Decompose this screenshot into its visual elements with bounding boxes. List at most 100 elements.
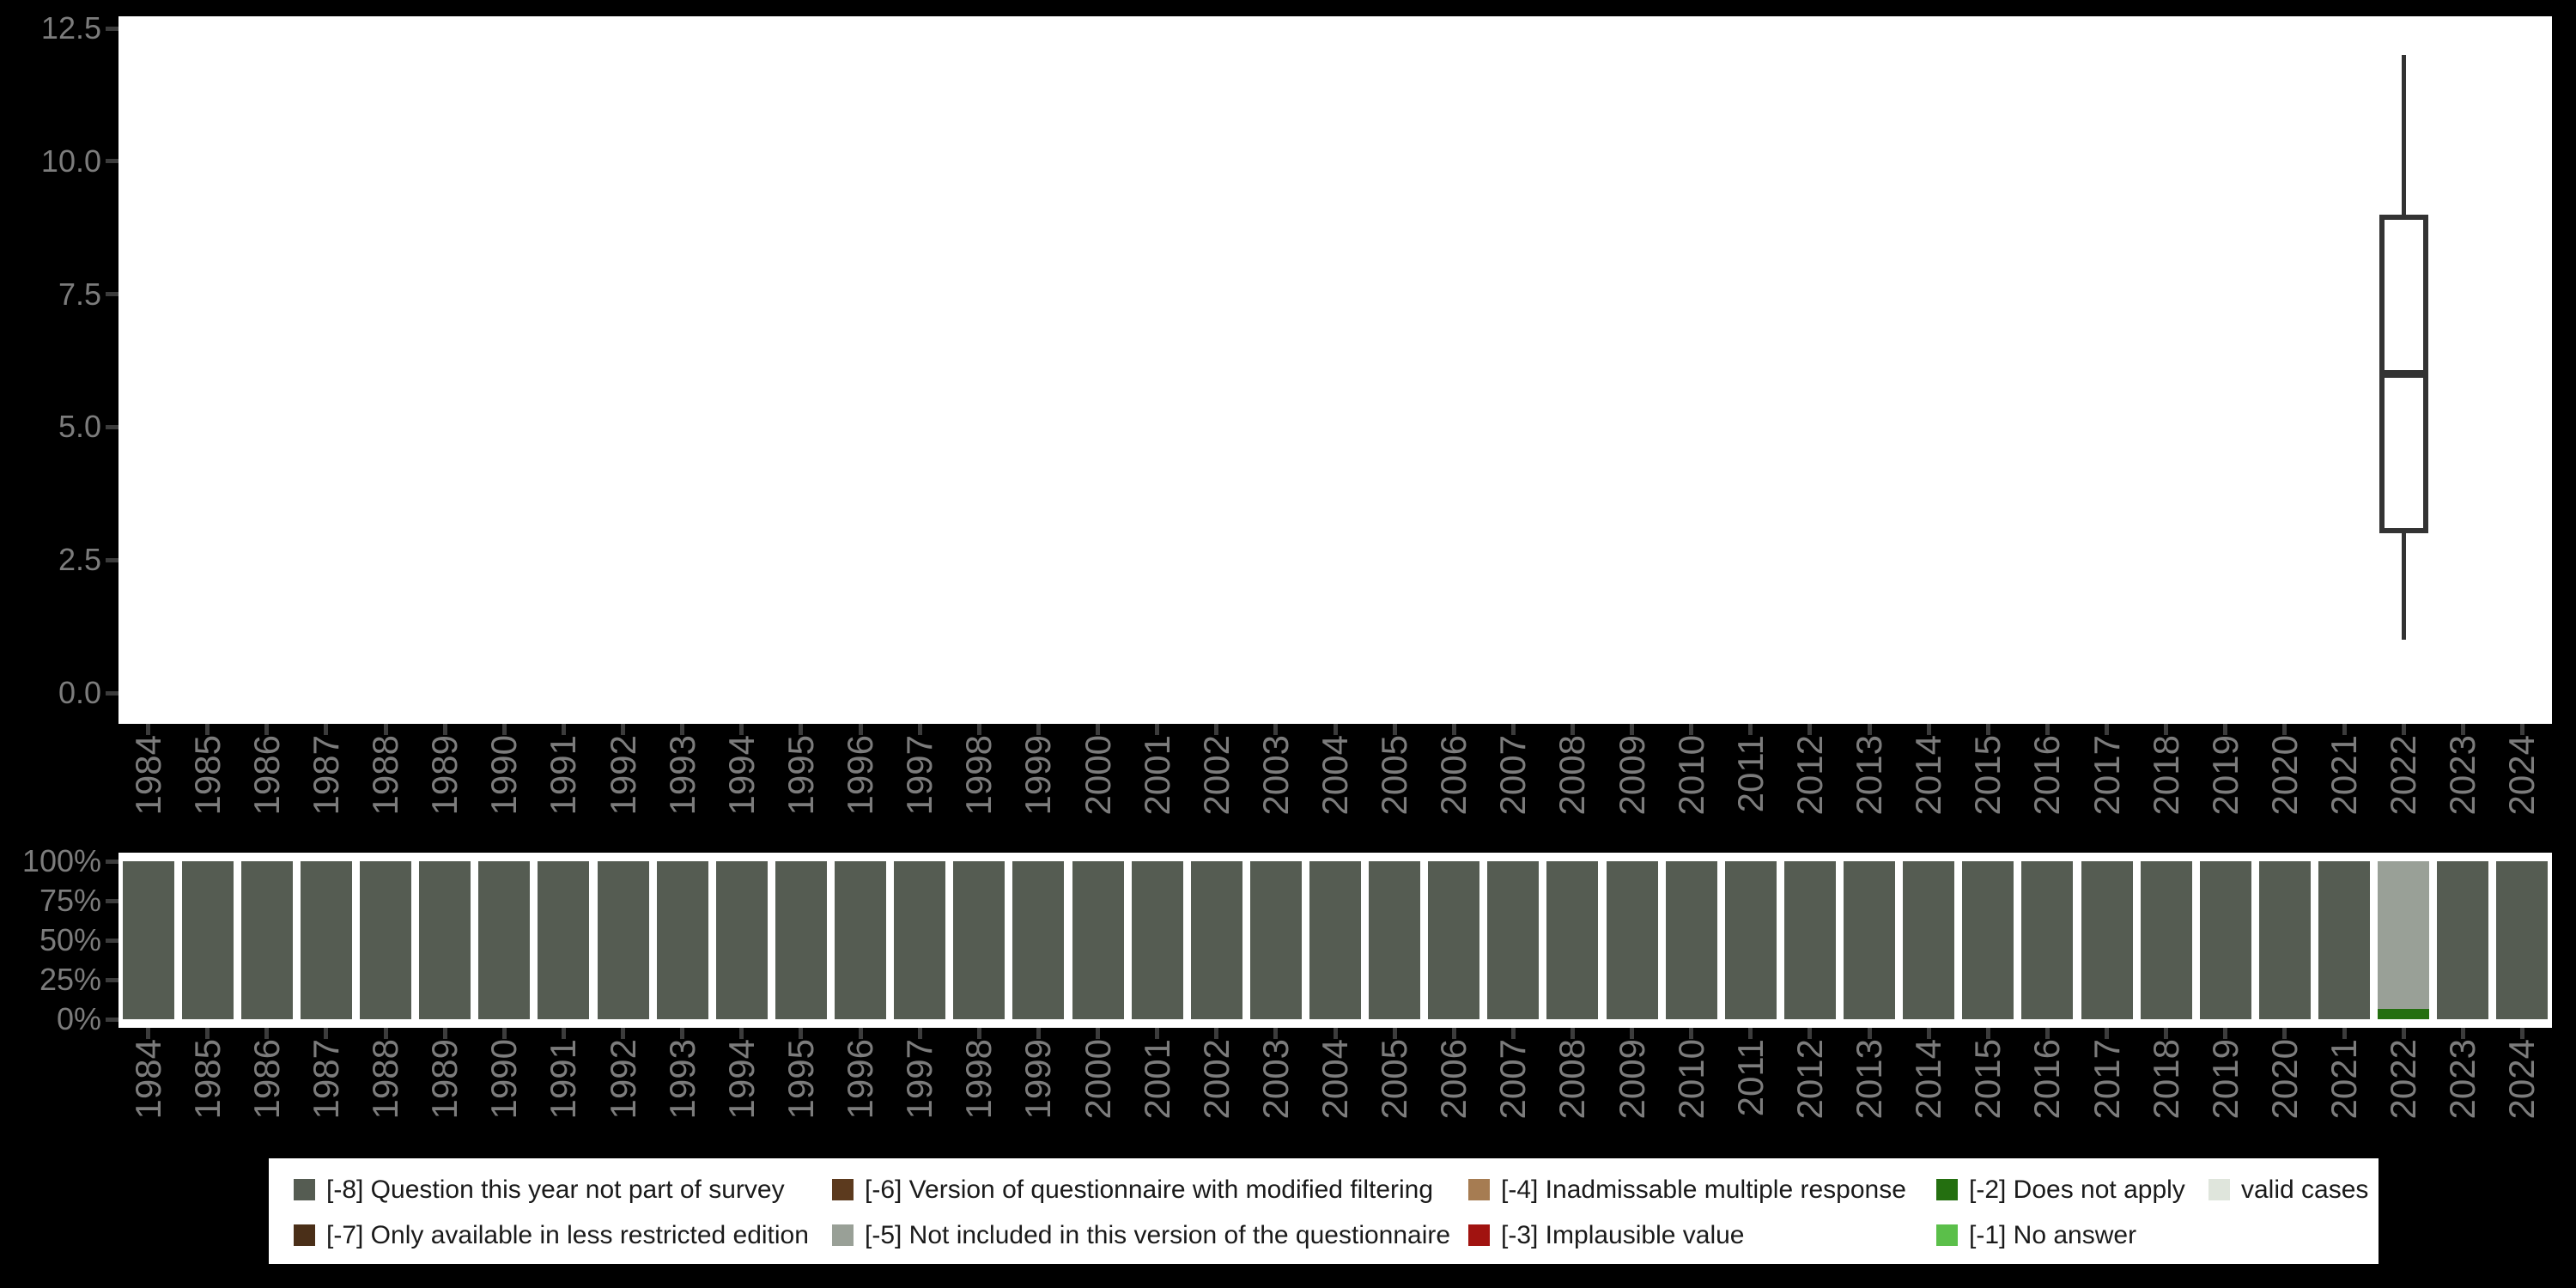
stacked-bar-1997 bbox=[894, 861, 946, 1019]
boxplot-x-year-label: 1993 bbox=[661, 735, 702, 816]
legend-swatch-valid bbox=[2208, 1179, 2230, 1200]
bar-segment--2 bbox=[2378, 1009, 2430, 1019]
boxplot-x-tick-mark bbox=[1392, 724, 1397, 735]
bar-chart-x-tick-mark bbox=[2105, 1028, 2110, 1039]
boxplot-x-tick-mark bbox=[1985, 724, 1990, 735]
stacked-bar-2023 bbox=[2437, 861, 2489, 1019]
bar-segment--8 bbox=[1131, 861, 1183, 1019]
bar-segment--8 bbox=[1606, 861, 1658, 1019]
bar-chart-x-tick-mark bbox=[442, 1028, 447, 1039]
bar-chart-x-tick-mark bbox=[1807, 1028, 1813, 1039]
boxplot-x-year-label: 1994 bbox=[720, 735, 762, 816]
stacked-bar-2018 bbox=[2140, 861, 2192, 1019]
stacked-bar-1998 bbox=[953, 861, 1005, 1019]
bar-chart-x-tick-mark bbox=[1451, 1028, 1456, 1039]
stacked-bar-1991 bbox=[538, 861, 590, 1019]
boxplot-x-tick-mark bbox=[501, 724, 507, 735]
boxplot-x-year-label: 2019 bbox=[2204, 735, 2245, 816]
bar-segment--8 bbox=[1962, 861, 2014, 1019]
boxplot-x-year-label: 2004 bbox=[1315, 735, 1355, 816]
bar-chart-x-tick-mark bbox=[2282, 1028, 2287, 1039]
bar-chart-x-tick-mark bbox=[1985, 1028, 1990, 1039]
boxplot-y-tick-mark bbox=[106, 690, 118, 696]
boxplot-x-tick-mark bbox=[264, 724, 270, 735]
boxplot-y-tick-label: 10.0 bbox=[40, 143, 101, 179]
boxplot-x-year-label: 2012 bbox=[1789, 735, 1830, 816]
boxplot-x-tick-mark bbox=[1155, 724, 1160, 735]
bar-chart-x-tick-mark bbox=[1155, 1028, 1160, 1039]
boxplot-upper-whisker bbox=[2401, 54, 2406, 215]
bar-segment--8 bbox=[1309, 861, 1361, 1019]
bar-chart-x-year-label: 2013 bbox=[1849, 1039, 1890, 1120]
boxplot-lower-whisker bbox=[2401, 533, 2406, 641]
boxplot-x-tick-mark bbox=[739, 724, 744, 735]
boxplot-x-tick-mark bbox=[324, 724, 329, 735]
bar-chart-x-year-label: 1999 bbox=[1018, 1039, 1059, 1120]
bar-chart-x-year-label: 1996 bbox=[840, 1039, 881, 1120]
stacked-bar-2002 bbox=[1190, 861, 1242, 1019]
boxplot-x-year-label: 2005 bbox=[1374, 735, 1415, 816]
boxplot-x-tick-mark bbox=[2223, 724, 2228, 735]
bar-chart-y-tick-mark bbox=[106, 938, 118, 943]
boxplot-x-year-label: 2023 bbox=[2442, 735, 2483, 816]
bar-segment--8 bbox=[360, 861, 412, 1019]
boxplot-x-year-label: 2020 bbox=[2263, 735, 2305, 816]
stacked-bar-2009 bbox=[1606, 861, 1658, 1019]
boxplot-x-tick-mark bbox=[2460, 724, 2465, 735]
bar-chart-x-year-label: 1997 bbox=[899, 1039, 940, 1120]
bar-chart-x-year-label: 2008 bbox=[1552, 1039, 1593, 1120]
boxplot-x-tick-mark bbox=[1451, 724, 1456, 735]
boxplot-x-year-label: 2015 bbox=[1967, 735, 2008, 816]
bar-segment--8 bbox=[538, 861, 590, 1019]
bar-chart-x-tick-mark bbox=[1689, 1028, 1694, 1039]
stacked-bar-1996 bbox=[835, 861, 887, 1019]
boxplot-x-year-label: 1988 bbox=[365, 735, 406, 816]
stacked-bar-2001 bbox=[1131, 861, 1183, 1019]
bar-chart-y-tick-label: 50% bbox=[39, 922, 101, 957]
boxplot-x-tick-mark bbox=[976, 724, 981, 735]
boxplot-x-tick-mark bbox=[917, 724, 922, 735]
bar-chart-x-tick-mark bbox=[1273, 1028, 1279, 1039]
stacked-bar-1992 bbox=[597, 861, 649, 1019]
bar-chart-y-tick-mark bbox=[106, 977, 118, 982]
bar-chart-x-year-label: 1993 bbox=[661, 1039, 702, 1120]
bar-chart-x-year-label: 2007 bbox=[1492, 1039, 1534, 1120]
boxplot-x-year-label: 2007 bbox=[1492, 735, 1534, 816]
boxplot-y-tick-mark bbox=[106, 557, 118, 562]
bar-chart-x-year-label: 2003 bbox=[1255, 1039, 1296, 1120]
stacked-bar-2022 bbox=[2378, 861, 2430, 1019]
boxplot-x-tick-mark bbox=[1333, 724, 1338, 735]
boxplot-x-year-label: 2022 bbox=[2383, 735, 2424, 816]
boxplot-y-tick-label: 12.5 bbox=[40, 10, 101, 46]
bar-chart-x-tick-mark bbox=[1333, 1028, 1338, 1039]
bar-segment--8 bbox=[1072, 861, 1124, 1019]
stacked-bar-2004 bbox=[1309, 861, 1361, 1019]
bar-chart-x-year-label: 1985 bbox=[186, 1039, 228, 1120]
boxplot-x-year-label: 1992 bbox=[602, 735, 643, 816]
bar-chart-x-year-label: 2022 bbox=[2383, 1039, 2424, 1120]
bar-chart-y-tick-mark bbox=[106, 1017, 118, 1022]
stacked-bar-1986 bbox=[240, 861, 293, 1019]
legend bbox=[269, 1158, 2379, 1264]
stacked-bar-2024 bbox=[2496, 861, 2549, 1019]
legend-label--5: [-5] Not included in this version of the… bbox=[865, 1221, 1451, 1249]
bar-chart-x-tick-mark bbox=[2342, 1028, 2347, 1039]
legend-swatch--1 bbox=[1936, 1224, 1958, 1246]
boxplot-x-year-label: 1999 bbox=[1018, 735, 1059, 816]
bar-chart-x-tick-mark bbox=[917, 1028, 922, 1039]
bar-segment--8 bbox=[953, 861, 1005, 1019]
bar-chart-x-tick-mark bbox=[1510, 1028, 1516, 1039]
boxplot-x-year-label: 2016 bbox=[2026, 735, 2068, 816]
bar-segment--8 bbox=[1844, 861, 1896, 1019]
boxplot-x-tick-mark bbox=[2105, 724, 2110, 735]
legend-swatch--4 bbox=[1468, 1179, 1490, 1200]
bar-segment--8 bbox=[775, 861, 827, 1019]
bar-segment--8 bbox=[835, 861, 887, 1019]
bar-segment--8 bbox=[478, 861, 531, 1019]
bar-chart-x-year-label: 1986 bbox=[246, 1039, 287, 1120]
bar-chart-x-year-label: 2011 bbox=[1729, 1039, 1771, 1117]
bar-chart-x-year-label: 2000 bbox=[1077, 1039, 1118, 1120]
boxplot-x-year-label: 2014 bbox=[1908, 735, 1949, 816]
boxplot-x-year-label: 1996 bbox=[840, 735, 881, 816]
boxplot-x-tick-mark bbox=[858, 724, 863, 735]
